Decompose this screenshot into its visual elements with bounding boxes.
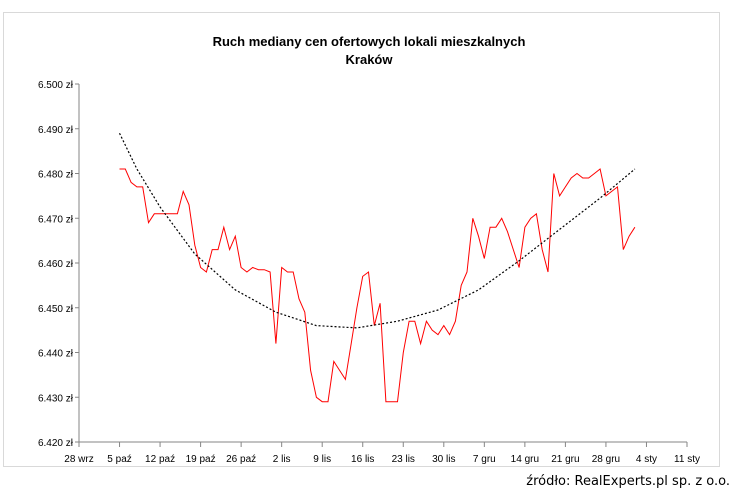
x-tick-label: 5 paź [107, 454, 131, 465]
y-tick-label: 6.430 zł [38, 393, 74, 404]
y-tick-label: 6.470 zł [38, 214, 74, 225]
y-tick-label: 6.420 zł [38, 438, 74, 449]
chart-subtitle: Kraków [345, 52, 393, 67]
x-tick-label: 7 gru [473, 454, 496, 465]
x-tick-label: 9 lis [313, 454, 331, 465]
chart-plot-area [118, 132, 636, 403]
x-tick-label: 28 wrz [64, 454, 93, 465]
x-tick-label: 4 sty [636, 454, 657, 465]
y-tick-label: 6.500 zł [38, 80, 74, 91]
x-tick-label: 30 lis [432, 454, 455, 465]
y-tick-label: 6.490 zł [38, 125, 74, 136]
chart-axes: 6.420 zł 6.430 zł 6.440 zł 6.450 zł 6.460 zł… [38, 80, 700, 465]
x-tick-label: 11 sty [674, 454, 700, 465]
x-tick-label: 26 paź [226, 454, 256, 465]
x-tick-label: 14 gru [511, 454, 539, 465]
y-tick-label: 6.480 zł [38, 170, 74, 181]
price-median-line [119, 168, 636, 403]
y-tick-label: 6.450 zł [38, 304, 74, 315]
y-tick-label: 6.460 zł [38, 259, 74, 270]
chart-title: Ruch mediany cen ofertowych lokali miesz… [212, 34, 526, 49]
source-note: źródło: RealExperts.pl sp. z o.o. [526, 474, 730, 489]
trend-line [118, 132, 636, 329]
x-tick-label: 2 lis [273, 454, 291, 465]
x-tick-label: 16 lis [351, 454, 374, 465]
x-tick-label: 12 paź [145, 454, 175, 465]
x-tick-label: 19 paź [186, 454, 216, 465]
chart-frame [3, 12, 720, 467]
x-tick-label: 23 lis [392, 454, 415, 465]
y-tick-label: 6.440 zł [38, 349, 74, 360]
x-tick-label: 28 gru [592, 454, 620, 465]
x-tick-label: 21 gru [551, 454, 579, 465]
